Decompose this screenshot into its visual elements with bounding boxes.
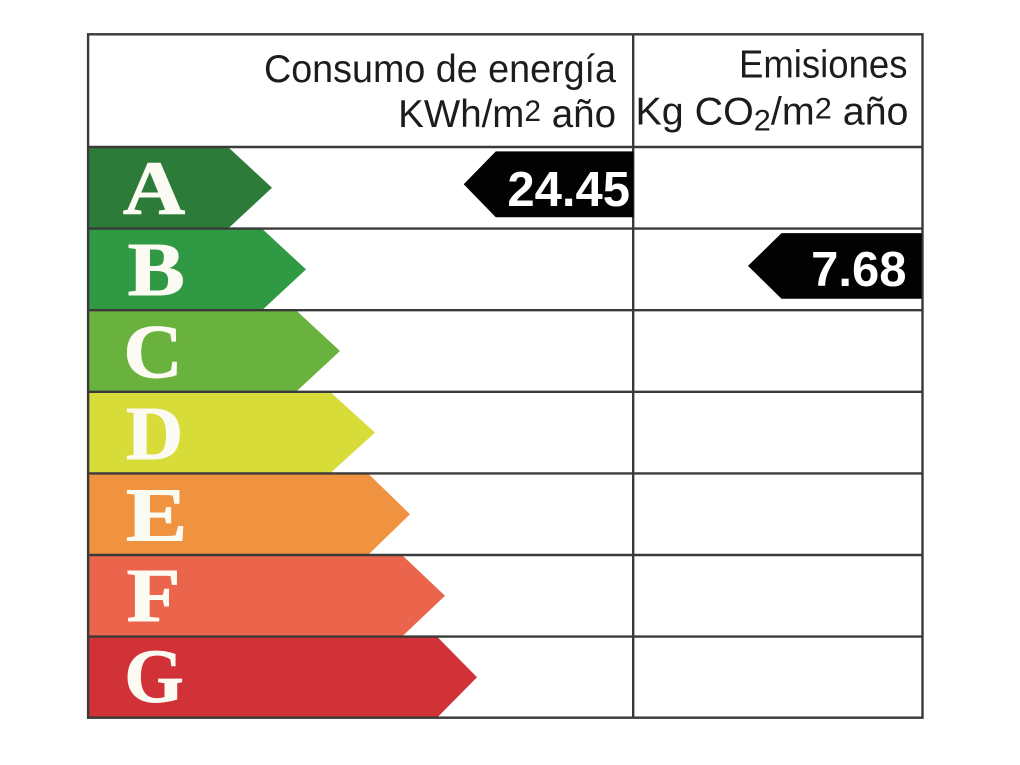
svg-text:E: E	[126, 474, 188, 558]
svg-text:KWh/m2 año: KWh/m2 año	[398, 93, 616, 136]
svg-text:A: A	[123, 146, 186, 230]
svg-text:D: D	[126, 392, 183, 476]
svg-text:G: G	[124, 635, 183, 719]
svg-text:Emisiones: Emisiones	[739, 44, 908, 87]
svg-text:24.45: 24.45	[507, 163, 630, 217]
svg-text:F: F	[127, 553, 181, 638]
svg-text:Kg CO2/m2 año: Kg CO2/m2 año	[636, 91, 909, 138]
svg-text:C: C	[123, 311, 182, 395]
svg-text:7.68: 7.68	[811, 243, 906, 297]
svg-text:Consumo de energía: Consumo de energía	[264, 48, 617, 91]
svg-text:B: B	[128, 227, 185, 311]
